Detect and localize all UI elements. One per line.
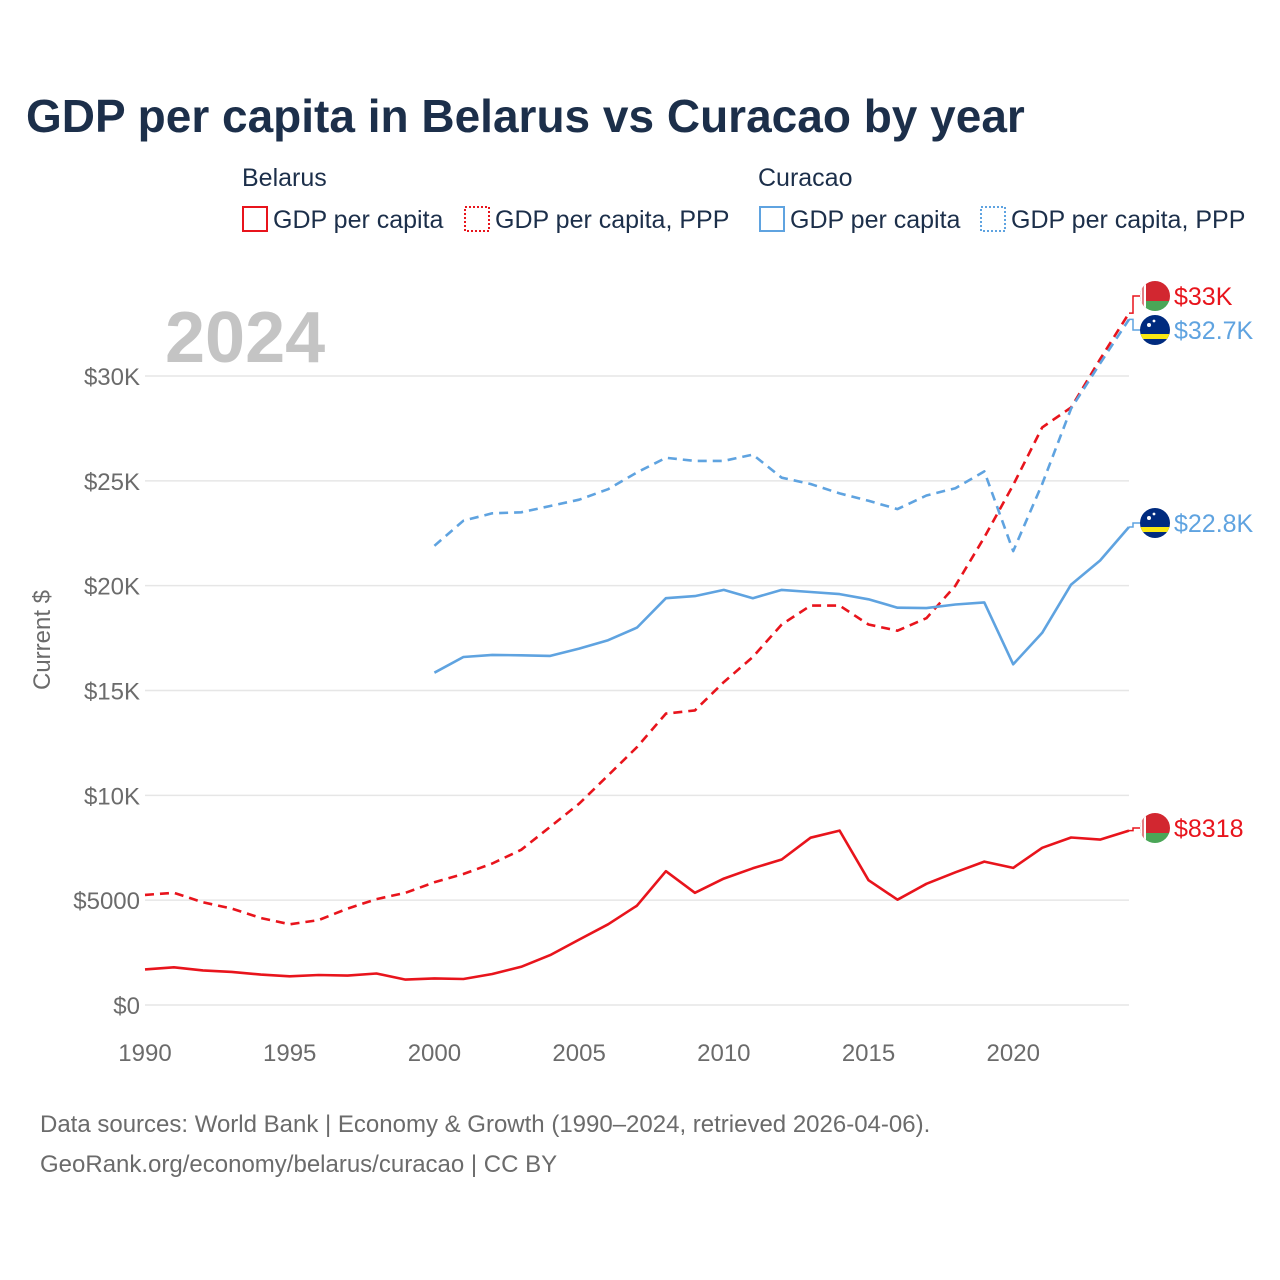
legend-swatch-belarus-gdp bbox=[242, 206, 268, 232]
x-tick-label: 2020 bbox=[987, 1040, 1040, 1067]
legend-swatch-curacao-ppp bbox=[980, 206, 1006, 232]
series-line-belarus-gdp-per-capita-ppp bbox=[144, 312, 1131, 926]
legend-label-curacao-ppp: GDP per capita, PPP bbox=[1011, 206, 1245, 234]
series-line-belarus-gdp-per-capita bbox=[144, 829, 1130, 981]
x-tick-label: 1995 bbox=[263, 1040, 316, 1067]
x-tick-label: 1990 bbox=[118, 1040, 171, 1067]
x-tick-label: 2015 bbox=[842, 1040, 895, 1067]
legend-swatch-curacao-gdp bbox=[759, 206, 785, 232]
end-label-value: $22.8K bbox=[1174, 510, 1254, 538]
series-lines bbox=[144, 312, 1131, 981]
legend-group-curacao: Curacao bbox=[758, 164, 853, 192]
series-line-curacao-gdp-per-capita bbox=[433, 526, 1130, 674]
grid-lines bbox=[145, 375, 1129, 1006]
x-tick-label: 2010 bbox=[697, 1040, 750, 1067]
flag-markers bbox=[1140, 281, 1170, 843]
series-line-curacao-gdp-per-capita-ppp bbox=[433, 318, 1131, 553]
year-watermark: 2024 bbox=[165, 298, 325, 378]
legend-swatch-belarus-ppp bbox=[464, 206, 490, 232]
y-tick-label: $15K bbox=[84, 679, 140, 706]
end-labels: $8318 $33K $22.8K $32.7K bbox=[1129, 283, 1254, 843]
end-label-value: $33K bbox=[1174, 283, 1233, 311]
legend-label-belarus-ppp: GDP per capita, PPP bbox=[495, 206, 729, 234]
y-tick-label: $0 bbox=[113, 993, 140, 1020]
y-tick-label: $10K bbox=[84, 783, 140, 810]
y-tick-label: $25K bbox=[84, 469, 140, 496]
y-tick-label: $5000 bbox=[73, 888, 140, 915]
end-label-connector bbox=[1129, 522, 1141, 528]
y-axis-title: Current $ bbox=[29, 590, 56, 690]
y-tick-label: $20K bbox=[84, 574, 140, 601]
belarus-flag-icon bbox=[1140, 281, 1170, 311]
x-axis-ticks: 1990 1995 2000 2005 2010 2015 2020 bbox=[118, 1040, 1040, 1067]
curacao-flag-icon bbox=[1140, 315, 1170, 345]
x-tick-label: 2000 bbox=[408, 1040, 461, 1067]
footer-url: GeoRank.org/economy/belarus/curacao | CC… bbox=[40, 1151, 557, 1178]
legend-label-curacao-gdp: GDP per capita bbox=[790, 206, 961, 234]
legend: Belarus GDP per capita GDP per capita, P… bbox=[242, 164, 1245, 234]
end-label-connector bbox=[1129, 827, 1141, 832]
footer-sources: Data sources: World Bank | Economy & Gro… bbox=[40, 1111, 930, 1138]
end-label-connector bbox=[1129, 318, 1141, 331]
y-tick-label: $30K bbox=[84, 364, 140, 391]
end-label-value: $32.7K bbox=[1174, 317, 1254, 345]
legend-label-belarus-gdp: GDP per capita bbox=[273, 206, 444, 234]
end-label-connector bbox=[1129, 295, 1141, 314]
belarus-flag-icon bbox=[1140, 813, 1170, 843]
chart-title: GDP per capita in Belarus vs Curacao by … bbox=[26, 90, 1025, 142]
end-label-value: $8318 bbox=[1174, 815, 1244, 843]
curacao-flag-icon bbox=[1140, 508, 1170, 538]
x-tick-label: 2005 bbox=[552, 1040, 605, 1067]
legend-group-belarus: Belarus bbox=[242, 164, 327, 192]
y-axis-ticks: $0 $5000 $10K $15K $20K $25K $30K bbox=[73, 364, 140, 1020]
